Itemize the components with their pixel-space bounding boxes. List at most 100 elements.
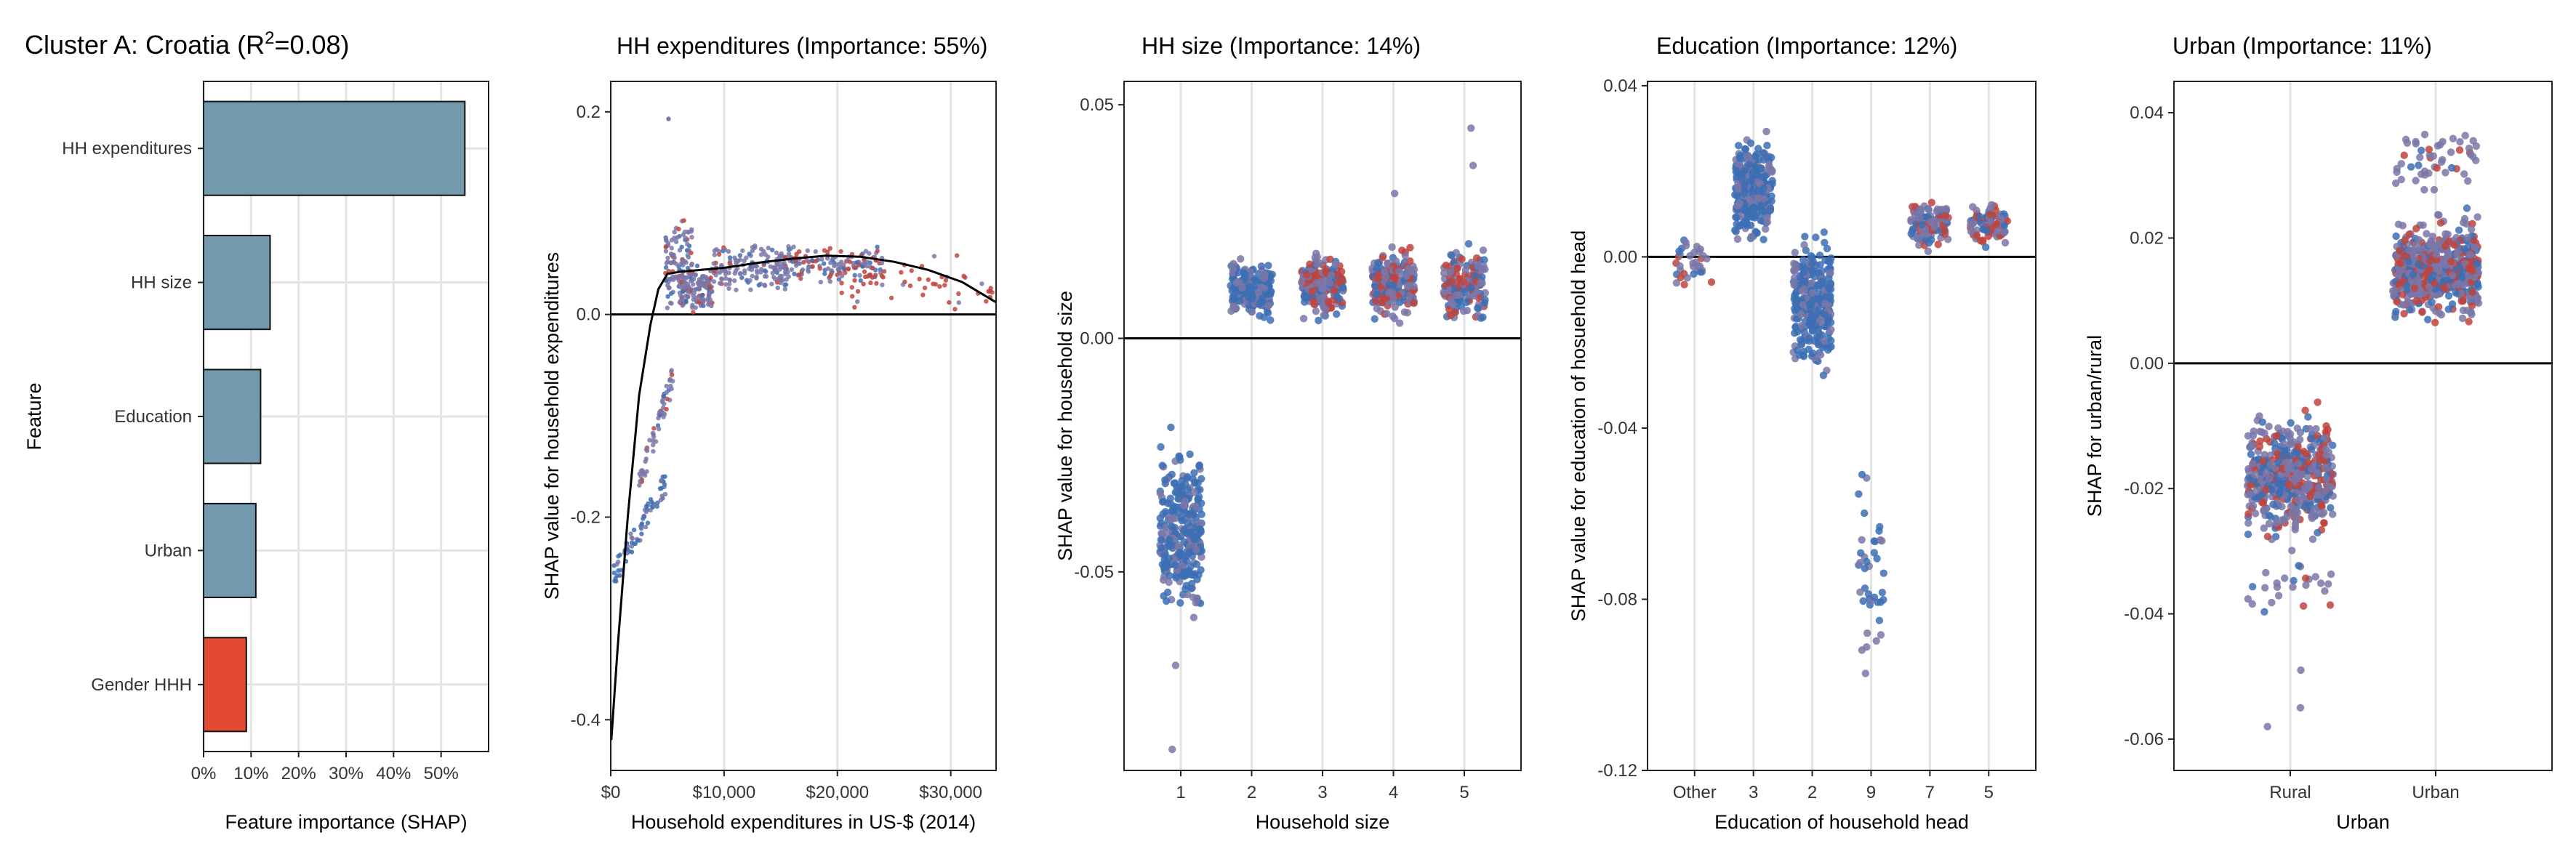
- data-point: [1875, 616, 1884, 624]
- outlier-point: [1168, 745, 1176, 754]
- data-point: [664, 406, 669, 412]
- education-frame: [1647, 81, 2037, 771]
- data-point: [732, 271, 737, 276]
- data-point: [694, 263, 700, 268]
- data-point: [762, 282, 767, 288]
- data-point: [2420, 167, 2429, 175]
- data-point: [805, 248, 811, 253]
- data-point: [1158, 462, 1166, 470]
- data-point: [2465, 144, 2473, 153]
- data-point: [2461, 132, 2469, 140]
- data-point: [2444, 251, 2452, 259]
- data-point: [2274, 479, 2282, 488]
- data-point: [1872, 637, 1880, 645]
- data-point: [2432, 250, 2440, 259]
- outlier-point: [1469, 161, 1477, 169]
- data-point: [2286, 451, 2294, 460]
- data-point: [2406, 299, 2414, 307]
- data-point: [879, 260, 885, 266]
- data-point: [1690, 270, 1698, 278]
- data-point: [666, 286, 672, 291]
- data-point: [955, 253, 960, 258]
- data-point: [2472, 142, 2480, 150]
- y-tick-label: 0.2: [577, 102, 601, 122]
- data-point: [675, 235, 680, 240]
- data-point: [1799, 268, 1807, 276]
- data-point: [2249, 583, 2257, 591]
- data-point: [1731, 190, 1739, 199]
- data-point: [1760, 235, 1768, 243]
- data-point: [1254, 288, 1263, 297]
- data-point: [682, 280, 688, 285]
- data-point: [755, 270, 760, 275]
- x-tick-label: Other: [1673, 783, 1717, 802]
- data-point: [818, 279, 824, 285]
- y-tick-label: 0.04: [1603, 76, 1637, 96]
- data-point: [1797, 310, 1805, 318]
- data-point: [1389, 289, 1397, 298]
- data-point: [2308, 465, 2316, 473]
- data-point: [673, 239, 679, 244]
- data-point: [1385, 281, 1393, 289]
- data-point: [1973, 231, 1981, 239]
- data-point: [723, 247, 728, 252]
- data-point: [1410, 265, 1419, 274]
- data-point: [750, 249, 755, 254]
- data-point: [2271, 439, 2279, 448]
- importance-bar: [203, 235, 271, 331]
- data-point: [986, 289, 991, 294]
- data-point: [2415, 235, 2423, 244]
- data-point: [1480, 256, 1488, 264]
- data-point: [1267, 316, 1275, 324]
- x-tick-label: Urban: [2412, 783, 2459, 802]
- data-point: [2260, 608, 2268, 616]
- data-point: [1922, 213, 1930, 221]
- data-point: [2452, 289, 2460, 297]
- data-point: [1741, 167, 1749, 175]
- data-point: [1264, 290, 1272, 298]
- data-point: [672, 230, 677, 235]
- data-point: [2468, 288, 2476, 297]
- data-point: [1320, 311, 1328, 319]
- data-point: [633, 541, 638, 547]
- data-point: [735, 266, 740, 271]
- data-point: [830, 270, 835, 275]
- data-point: [1195, 493, 1203, 501]
- data-point: [2265, 422, 2273, 430]
- data-point: [2317, 491, 2325, 499]
- data-point: [1371, 315, 1379, 323]
- data-point: [2306, 424, 2314, 433]
- data-point: [2400, 151, 2408, 159]
- data-point: [2395, 280, 2404, 288]
- data-point: [1927, 235, 1935, 244]
- data-point: [822, 248, 827, 253]
- data-point: [2278, 502, 2286, 511]
- data-point: [867, 251, 872, 256]
- data-point: [1942, 205, 1951, 213]
- hhsize-panel: HH size (Importance: 14%) -0.050.000.05 …: [1054, 33, 1522, 833]
- data-point: [1185, 548, 1194, 556]
- data-point: [2324, 580, 2332, 588]
- data-point: [723, 282, 729, 287]
- data-point: [668, 260, 674, 265]
- data-point: [1677, 273, 1685, 281]
- data-point: [693, 305, 698, 310]
- data-point: [794, 251, 799, 257]
- data-point: [1863, 557, 1871, 566]
- data-point: [2431, 318, 2439, 326]
- data-point: [2423, 230, 2431, 238]
- data-point: [979, 281, 984, 286]
- data-point: [691, 310, 696, 315]
- data-point: [734, 287, 739, 292]
- data-point: [2424, 315, 2432, 323]
- data-point: [822, 271, 827, 276]
- x-tick-label: 9: [1866, 783, 1876, 802]
- data-point: [1800, 241, 1808, 249]
- data-point: [1388, 243, 1396, 251]
- data-point: [1395, 267, 1403, 275]
- data-point: [1915, 241, 1923, 249]
- data-point: [849, 285, 855, 290]
- data-point: [2412, 297, 2420, 305]
- data-point: [1189, 488, 1198, 496]
- data-point: [611, 571, 617, 576]
